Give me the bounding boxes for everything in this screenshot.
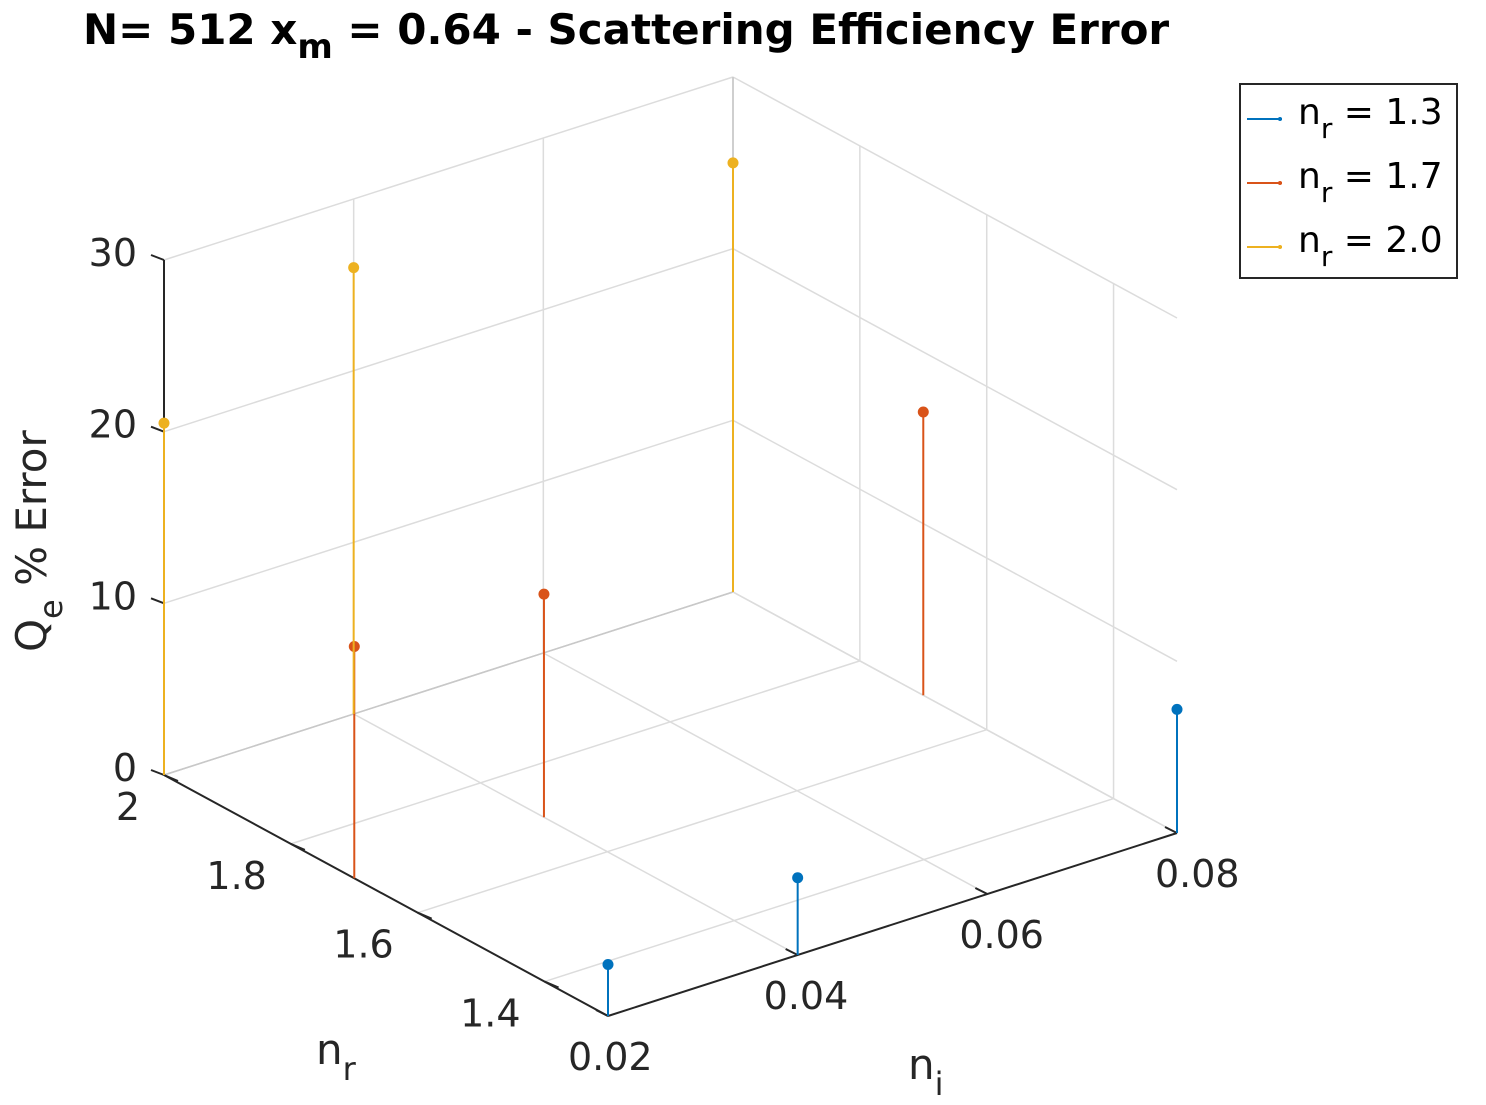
grid-line-floor-y (544, 797, 1114, 983)
stem-marker (727, 157, 739, 169)
z-tick-mark (150, 597, 165, 605)
z-tick-mark (150, 425, 165, 433)
grid-line-side-z (732, 76, 1178, 319)
x-axis-label: ni (908, 1040, 944, 1103)
chart-title-subscript: m (297, 27, 332, 67)
x-tick-mark (1164, 826, 1178, 834)
legend-label-main: n (1298, 156, 1321, 197)
y-axis-line (163, 774, 609, 1017)
x-axis-line (607, 832, 1178, 1017)
z-axis-label: Qe % Error (7, 430, 70, 652)
y-axis-label-sub: r (343, 1050, 357, 1088)
stem-marker (602, 959, 614, 970)
x-axis-label-main: n (908, 1040, 935, 1089)
x-tick-label: 0.06 (959, 913, 1044, 957)
stem-marker (538, 588, 550, 600)
legend-entry-label: nr = 1.3 (1298, 92, 1443, 145)
z-axis-label-suffix: % Error (7, 430, 56, 600)
y-tick-mark (290, 842, 306, 851)
x-tick-label: 0.02 (568, 1035, 653, 1079)
z-tick-label: 20 (89, 403, 137, 447)
chart-title: N= 512 xm = 0.64 - Scattering Efficiency… (83, 5, 1169, 67)
z-tick-label: 10 (89, 574, 137, 618)
y-axis-label-main: n (316, 1025, 343, 1074)
y-tick-mark (163, 774, 179, 782)
grid-line-side-z (732, 419, 1178, 662)
legend-entry-label: nr = 2.0 (1298, 220, 1443, 273)
legend-marker (1278, 181, 1282, 185)
grid-line-floor-x (353, 713, 799, 956)
x-tick-mark (785, 948, 799, 956)
legend-label-value: = 1.7 (1332, 156, 1442, 197)
legend-label-sub: r (1321, 112, 1333, 145)
legend-label-value: = 2.0 (1332, 220, 1442, 261)
grid-line-floor-x (542, 652, 988, 895)
grid-line-floor-y (417, 729, 987, 914)
x-tick-label: 0.04 (764, 974, 849, 1018)
z-tick-mark (150, 254, 165, 261)
x-tick-mark (595, 1009, 609, 1017)
grid-line-back-z (163, 76, 734, 261)
y-axis-label: nr (316, 1025, 357, 1088)
legend-marker (1278, 117, 1282, 121)
legend-box (1239, 83, 1458, 279)
stem-marker (917, 406, 929, 418)
legend-marker (1278, 245, 1282, 249)
stem-marker (158, 417, 170, 429)
legend-label-sub: r (1321, 240, 1333, 273)
x-axis-label-sub: i (935, 1065, 944, 1103)
grid-line-side-z (732, 248, 1178, 491)
legend-label-value: = 1.3 (1332, 92, 1442, 133)
grid-line-floor-y (290, 660, 861, 845)
z-tick-label: 0 (113, 746, 137, 790)
grid-line-side-z (732, 591, 1178, 834)
legend-label-main: n (1298, 220, 1321, 261)
grid-lines (163, 76, 1178, 1017)
chart-title-prefix: N= 512 x (83, 5, 297, 54)
z-axis-label-main: Q (7, 619, 56, 652)
stem-marker (1171, 703, 1183, 715)
axes (150, 254, 1178, 1017)
legend: nr = 1.3nr = 1.7nr = 2.0 (1239, 83, 1458, 279)
z-tick-label: 30 (89, 231, 137, 275)
y-tick-mark (417, 911, 433, 920)
y-tick-label: 1.8 (206, 854, 266, 898)
grid-back-floor-edge (163, 591, 734, 776)
y-tick-label: 2 (116, 785, 140, 829)
tick-labels: 0.02 0.04 0.06 0.08 1.4 1.6 1.8 20 10 20 30 (89, 231, 1240, 1079)
data-stems (158, 157, 1183, 1016)
x-tick-label: 0.08 (1155, 852, 1240, 896)
legend-label-main: n (1298, 92, 1321, 133)
stem-marker (792, 872, 804, 884)
chart-title-suffix: = 0.64 - Scattering Efficiency Error (333, 5, 1170, 54)
grid-line-back-z (163, 247, 734, 433)
z-axis-label-sub: e (32, 599, 70, 619)
legend-entry-label: nr = 1.7 (1298, 156, 1443, 209)
y-tick-mark (544, 980, 559, 989)
x-tick-mark (974, 887, 988, 895)
grid-line-back-z (163, 419, 734, 605)
y-tick-label: 1.4 (460, 992, 520, 1036)
y-tick-label: 1.6 (333, 923, 393, 967)
z-tick-mark (150, 769, 165, 776)
stem-marker (348, 262, 360, 274)
legend-label-sub: r (1321, 176, 1333, 209)
